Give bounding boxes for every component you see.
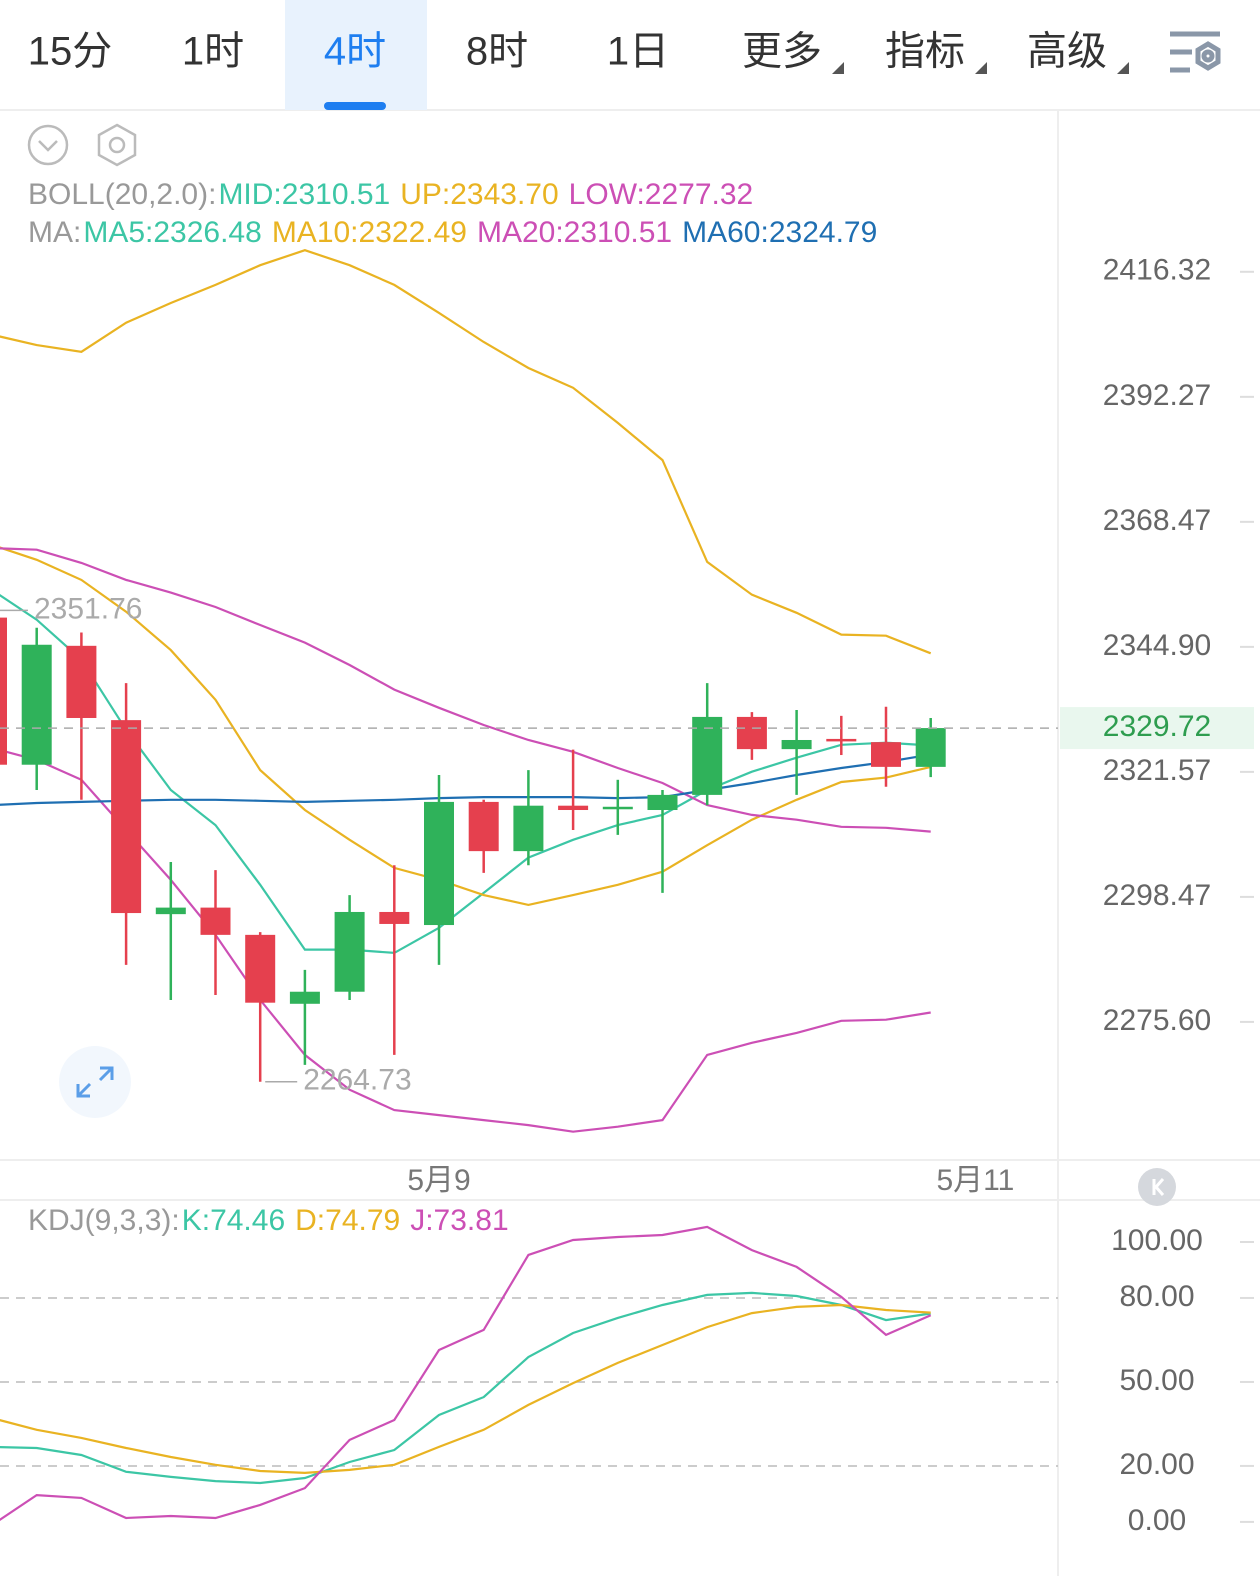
legend: MA:MA5:2326.48 MA10:2322.49 MA20:2310.51 MA… (28, 216, 877, 249)
current-price-label: 2329.72 (1103, 710, 1211, 743)
legend-item: LOW:2277.32 (569, 178, 754, 211)
tab-label[interactable]: 8时 (466, 30, 528, 74)
candle-body (155, 907, 186, 915)
candle-body (602, 806, 633, 810)
series-line (0, 748, 931, 1133)
settings-icon[interactable] (1170, 31, 1221, 73)
candle-body (468, 801, 499, 852)
series-line (0, 593, 931, 955)
x-tick-label: 5月11 (936, 1164, 1014, 1197)
legend-title: MA: (28, 216, 81, 249)
settings-hex-icon[interactable] (97, 123, 137, 167)
y-tick-label: 2416.32 (1103, 254, 1211, 287)
plot (0, 249, 946, 1133)
candle-body (424, 801, 454, 926)
y-tick-label: 2298.47 (1103, 879, 1211, 912)
dropdown-arrow (832, 62, 844, 74)
legend-item: K:74.46 (182, 1204, 285, 1237)
y-tick-label: 2321.57 (1103, 754, 1211, 787)
series-line (0, 249, 932, 655)
legend-item: UP:2343.70 (400, 178, 558, 211)
y-tick-label: 100.00 (1111, 1224, 1203, 1257)
extreme-label: 2351.76 (34, 592, 142, 625)
candle-body (826, 738, 857, 742)
dropdown-arrow (1117, 62, 1129, 74)
y-tick-label: 20.00 (1119, 1448, 1194, 1481)
legend-item: MA20:2310.51 (477, 216, 672, 249)
tab-indicator (324, 102, 386, 110)
extreme-label: 2264.73 (303, 1064, 411, 1097)
tab-label[interactable]: 4时 (324, 30, 386, 74)
y-tick-label: 80.00 (1119, 1280, 1194, 1313)
y-tick-label: 0.00 (1128, 1504, 1186, 1537)
tab-selected-bg (285, 0, 427, 110)
legend-item: MID:2310.51 (218, 178, 390, 211)
tab-label[interactable]: 1时 (182, 30, 244, 74)
tab-label[interactable]: 高级 (1027, 30, 1107, 74)
x-tick-label: 5月9 (407, 1164, 470, 1197)
plot (0, 1225, 932, 1521)
legend: KDJ(9,3,3):K:74.46 D:74.79 J:73.81 (28, 1204, 509, 1237)
series-line (0, 1291, 931, 1485)
candle-body (736, 716, 767, 750)
series-line (0, 547, 931, 833)
candle-body (513, 805, 544, 852)
legend-item: MA10:2322.49 (272, 216, 467, 249)
legend-item: MA5:2326.48 (83, 216, 261, 249)
candle-body (915, 728, 946, 767)
series-line (0, 546, 931, 907)
y-tick-label: 2368.47 (1103, 504, 1211, 537)
candle-body (111, 720, 142, 914)
series-line (0, 1303, 931, 1475)
tab-label[interactable]: 更多 (742, 30, 822, 74)
y-tick-label: 2344.90 (1103, 629, 1211, 662)
back-to-latest-button[interactable] (1138, 1168, 1176, 1206)
candle-body (334, 911, 365, 992)
tab-label[interactable]: 1日 (607, 30, 669, 74)
candle-body (692, 716, 723, 795)
candle-body (558, 805, 589, 811)
candle-body (781, 739, 812, 750)
candle-body (647, 794, 678, 811)
dropdown-arrow (975, 62, 987, 74)
current-price-box (1060, 707, 1254, 750)
candle-body (871, 742, 901, 767)
candle-body (289, 991, 320, 1004)
legend-item: MA60:2324.79 (682, 216, 877, 249)
legend-title: BOLL(20,2.0): (28, 178, 216, 211)
candle-body (379, 911, 410, 924)
candle-body (245, 934, 276, 1003)
expand-button[interactable] (59, 1046, 131, 1118)
series-line (0, 1225, 932, 1521)
legend-item: J:73.81 (410, 1204, 508, 1237)
tab-label[interactable]: 指标 (885, 30, 965, 74)
y-tick-label: 2275.60 (1103, 1004, 1211, 1037)
legend-title: KDJ(9,3,3): (28, 1204, 180, 1237)
legend-item: D:74.79 (295, 1204, 400, 1237)
series-line (0, 753, 931, 806)
tab-label[interactable]: 15分 (28, 30, 113, 74)
y-tick-label: 2392.27 (1103, 379, 1211, 412)
candle-body (0, 617, 7, 765)
candle-body (200, 907, 231, 935)
candle-body (66, 645, 97, 718)
collapse-icon[interactable] (27, 124, 69, 166)
candle-body (21, 644, 52, 765)
y-tick-label: 50.00 (1119, 1364, 1194, 1397)
legend: BOLL(20,2.0):MID:2310.51 UP:2343.70 LOW:22… (28, 178, 753, 211)
